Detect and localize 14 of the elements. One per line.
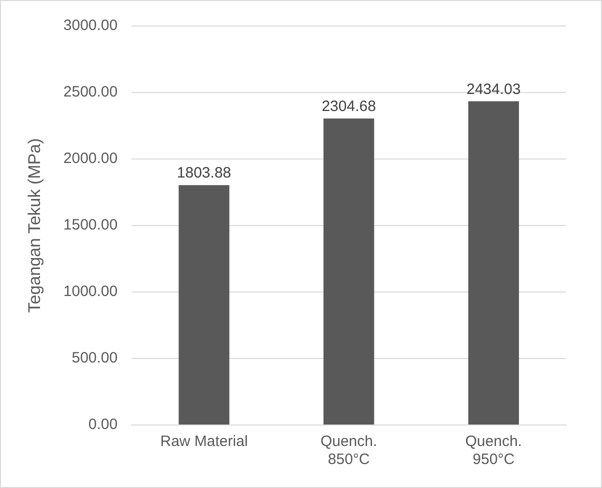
data-label: 2434.03 — [466, 80, 521, 98]
y-tick-label: 0.00 — [88, 416, 118, 434]
y-tick-label: 2000.00 — [63, 150, 118, 168]
data-label: 1803.88 — [176, 164, 232, 182]
x-tick-label: Quench. 950°C — [465, 433, 522, 468]
y-tick-label: 1500.00 — [63, 216, 118, 234]
y-tick-label: 1000.00 — [63, 283, 118, 300]
data-label: 2304.68 — [322, 98, 376, 116]
y-tick-label: 2500.00 — [63, 84, 118, 101]
x-tick-label: Quench. 850°C — [320, 433, 378, 468]
y-tick-label: 3000.00 — [63, 17, 118, 34]
y-axis-title: Tegangan Tekuk (MPa) — [24, 138, 44, 313]
x-tick-label: Raw Material — [160, 433, 248, 450]
y-tick-label: 500.00 — [72, 350, 118, 367]
